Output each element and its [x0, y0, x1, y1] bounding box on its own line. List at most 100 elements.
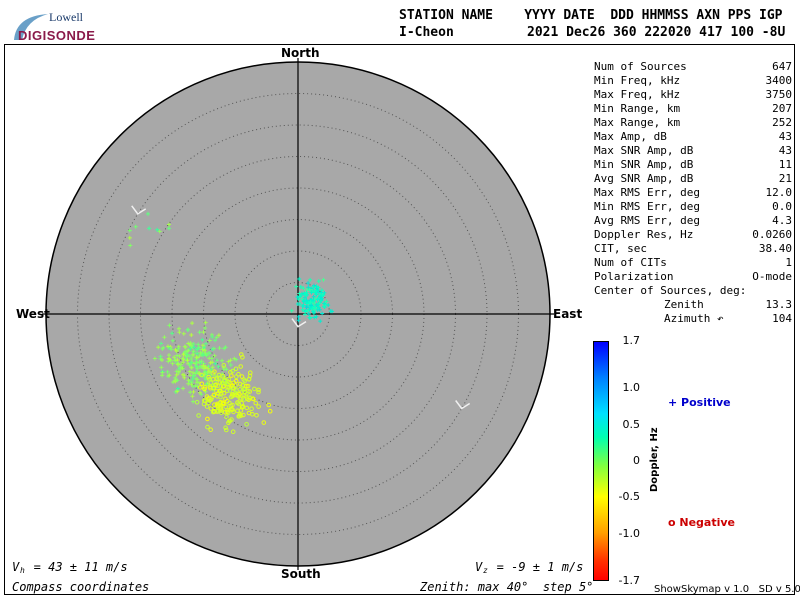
compass-west: West	[16, 307, 50, 321]
source-point	[185, 358, 190, 363]
source-point	[200, 347, 205, 352]
source-point	[191, 374, 196, 379]
stat-value: 207	[772, 102, 792, 115]
vh-subscript: h	[20, 566, 25, 575]
source-point	[174, 372, 179, 377]
source-point	[242, 386, 248, 392]
velocity-arrow-icon	[291, 318, 307, 328]
source-point	[324, 299, 329, 304]
source-point	[189, 365, 194, 370]
source-point	[304, 305, 309, 310]
source-point	[195, 366, 200, 371]
stat-label: Max SNR Amp, dB	[594, 144, 694, 157]
source-point	[239, 404, 245, 410]
colorbar-tick: -1.7	[618, 574, 640, 587]
source-point	[202, 398, 207, 403]
source-point	[237, 381, 243, 387]
source-point	[203, 320, 208, 325]
source-point	[316, 305, 321, 310]
stat-row: Min SNR Amp, dB 11	[594, 158, 792, 172]
source-point	[208, 406, 214, 411]
source-point	[177, 330, 182, 335]
source-point	[312, 301, 317, 306]
source-point	[205, 416, 210, 422]
source-point	[208, 360, 213, 365]
source-point	[227, 419, 232, 424]
stat-row: Max SNR Amp, dB 43	[594, 144, 792, 158]
source-point	[128, 243, 133, 248]
source-point	[197, 330, 202, 335]
source-point	[220, 374, 226, 379]
stat-value: 1	[785, 256, 792, 269]
source-point	[224, 414, 229, 420]
source-point	[232, 392, 237, 398]
source-point	[289, 308, 294, 313]
zenith-info: Zenith: max 40° step 5°	[420, 580, 594, 594]
source-point	[241, 412, 246, 418]
source-point	[226, 410, 231, 416]
source-point	[170, 361, 175, 366]
source-point	[177, 366, 182, 371]
source-point	[201, 330, 206, 335]
stat-label: Center of Sources, deg:	[594, 284, 747, 297]
source-point	[167, 353, 171, 358]
source-point	[195, 351, 200, 356]
source-point	[246, 377, 252, 382]
colorbar-tick: 1.0	[622, 381, 641, 394]
source-point	[234, 388, 239, 393]
source-point	[316, 279, 321, 284]
source-point	[320, 288, 324, 293]
source-point	[214, 402, 220, 408]
source-point	[220, 358, 224, 363]
source-point	[320, 311, 325, 316]
source-point	[212, 353, 217, 358]
vz-text: V = -9 ± 1 m/s	[475, 560, 584, 574]
stat-label: Avg SNR Amp, dB	[594, 172, 694, 185]
source-point	[208, 427, 213, 433]
colorbar-tick: 0	[633, 454, 640, 467]
source-point	[158, 354, 163, 359]
source-point	[177, 354, 182, 359]
source-point	[203, 326, 207, 330]
source-point	[218, 394, 223, 400]
source-point	[300, 307, 305, 312]
stat-label: Num of Sources	[594, 60, 687, 73]
source-point	[159, 365, 164, 370]
stat-label: Doppler Res, Hz	[594, 228, 694, 241]
stat-value: 3400	[765, 74, 793, 87]
source-point	[187, 369, 192, 374]
stat-label: Min SNR Amp, dB	[594, 158, 694, 171]
source-point	[314, 314, 319, 319]
stat-value: 21	[778, 172, 792, 185]
source-point	[204, 404, 210, 409]
stat-row: Avg SNR Amp, dB 21	[594, 172, 792, 186]
source-point	[196, 413, 201, 418]
source-point	[212, 409, 217, 414]
source-point	[167, 222, 171, 227]
stat-row: Max Range, km 252	[594, 116, 792, 130]
source-point	[234, 374, 239, 380]
source-point	[212, 402, 217, 408]
source-point	[297, 277, 302, 281]
stat-label: Min RMS Err, deg	[594, 200, 700, 213]
source-point	[186, 378, 191, 383]
source-point	[192, 345, 197, 350]
stat-row: Center of Sources, deg:	[594, 284, 792, 298]
source-point	[235, 408, 240, 414]
source-point	[194, 376, 199, 381]
source-point	[183, 345, 188, 350]
vh-readout: V = 43 ± 11 m/s	[12, 560, 128, 574]
source-point	[173, 377, 178, 382]
vz-subscript: z	[483, 566, 488, 575]
source-point	[219, 408, 224, 413]
source-point	[172, 355, 177, 360]
source-point	[175, 353, 180, 358]
source-point	[296, 318, 301, 323]
vz-readout: V = -9 ± 1 m/s	[475, 560, 583, 574]
source-point	[311, 294, 316, 299]
stat-label: Max RMS Err, deg	[594, 186, 700, 199]
source-point	[326, 303, 331, 308]
source-point	[191, 399, 196, 404]
source-point	[223, 345, 228, 350]
header-values: 2021 Dec26 360 222020 417 100 -8U	[527, 25, 786, 40]
